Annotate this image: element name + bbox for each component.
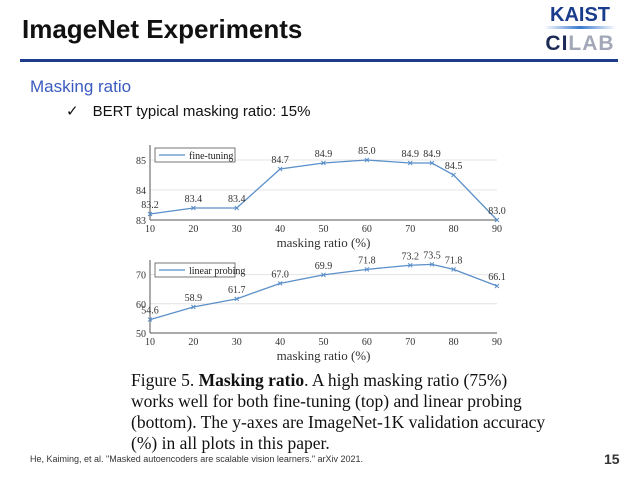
data-point [407,160,413,166]
slide-title: ImageNet Experiments [22,14,303,44]
data-label: 67.0 [271,269,289,280]
data-label: 83.4 [185,194,203,205]
data-label: 83.2 [141,200,159,211]
data-label: 84.5 [445,161,463,172]
data-label: 54.6 [141,306,159,317]
data-label: 58.9 [185,293,203,304]
x-tick-label: 70 [405,224,415,235]
data-label: 71.8 [445,255,463,266]
x-tick-label: 60 [362,224,372,235]
legend-box [154,262,236,278]
bullet-text: BERT typical masking ratio: 15% [92,103,311,120]
x-tick-label: 30 [232,337,242,348]
data-point [234,296,240,302]
x-tick-label: 20 [188,224,198,235]
logo-kaist: KAIST [550,4,610,26]
legend-label: linear probing [189,266,245,277]
page-number: 15 [604,451,620,467]
y-tick-label: 50 [136,329,146,340]
series-line-fine-tuning [149,159,498,221]
data-point [147,211,153,217]
data-point [147,317,153,322]
title-divider [20,59,618,62]
data-label: 61.7 [228,285,246,296]
data-point [407,262,413,268]
figure-caption: Figure 5. Masking ratio. A high masking … [131,370,546,453]
data-label: 83.4 [228,194,246,205]
data-label: 84.7 [271,155,289,166]
legend-box [154,147,236,163]
x-tick-label: 30 [232,224,242,235]
x-tick-label: 80 [449,224,459,235]
data-label: 84.9 [423,149,441,160]
data-label: 73.2 [402,251,420,262]
data-point [429,160,435,166]
x-tick-label: 40 [275,337,285,348]
data-label: 66.1 [488,272,506,283]
citation-footer: He, Kaiming, et al. "Masked autoencoders… [30,454,364,464]
checkmark-icon: ✓ [66,103,79,120]
x-tick-label: 50 [319,224,329,235]
data-point [451,172,456,178]
legend-label: fine-tuning [189,151,233,162]
data-point [321,272,326,278]
data-point [277,166,283,172]
data-point [321,160,326,166]
data-label: 84.9 [402,149,420,160]
x-tick-label: 60 [362,337,372,348]
x-tick-label: 90 [492,337,502,348]
data-point [364,157,370,163]
data-label: 71.8 [358,255,376,266]
x-tick-label: 10 [145,224,155,235]
x-tick-label: 20 [188,337,198,348]
x-axis-label: masking ratio (%) [277,348,371,363]
data-label: 73.5 [423,250,441,261]
x-tick-label: 70 [405,337,415,348]
logo-swoosh [544,26,616,29]
data-point [191,304,196,310]
y-tick-label: 84 [136,186,146,197]
data-point [234,205,240,211]
figure-charts: 83 84 85 10 20 30 40 50 60 70 80 90 masking ratio (%… [136,145,506,363]
series-line-linear-probing [149,263,498,321]
x-tick-label: 80 [449,337,459,348]
data-point [364,266,370,272]
data-point [429,262,435,267]
logo-cilab: CILAB [545,32,615,55]
y-tick-label: 85 [136,156,146,167]
data-point [451,266,456,272]
y-tick-label: 70 [136,271,146,282]
x-tick-label: 40 [275,224,285,235]
y-tick-label: 60 [136,300,146,311]
x-tick-label: 50 [319,337,329,348]
x-axis-label: masking ratio (%) [277,235,371,250]
x-tick-label: 10 [145,337,155,348]
data-label: 85.0 [358,146,376,157]
x-tick-label: 90 [492,224,502,235]
data-label: 69.9 [315,261,333,272]
data-label: 84.9 [315,149,333,160]
data-label: 83.0 [488,206,506,217]
data-point [277,281,283,286]
y-tick-label: 83 [136,216,146,227]
data-point [494,283,500,289]
data-point [494,217,500,223]
bullet-item: ✓ BERT typical masking ratio: 15% [66,102,310,120]
section-heading: Masking ratio [30,77,132,96]
kaist-cilab-logo: KAIST CILAB [540,5,620,55]
data-point [191,205,196,211]
